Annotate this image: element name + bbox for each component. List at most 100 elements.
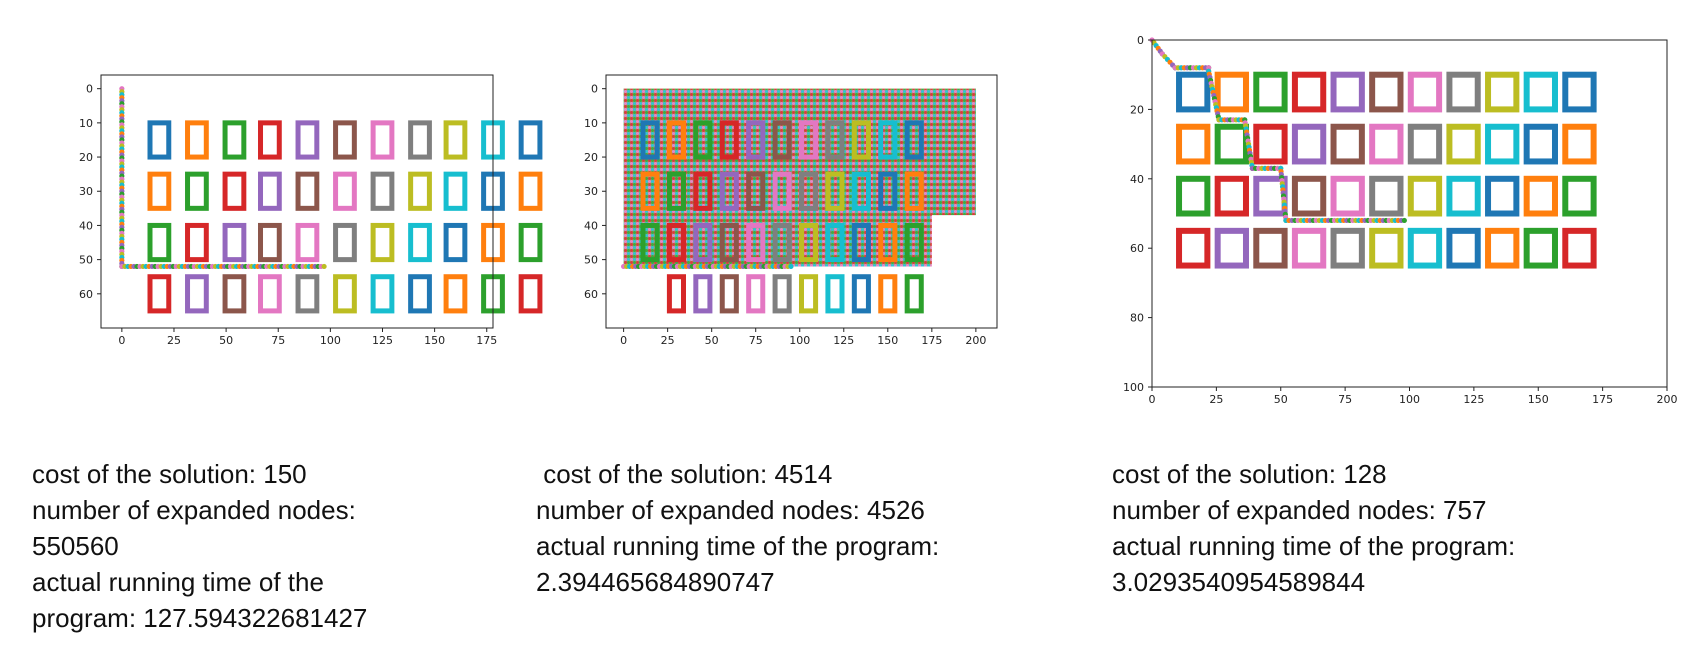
obstacle-box (1176, 175, 1211, 217)
x-tick-label: 200 (1657, 393, 1678, 406)
y-tick-label: 30 (584, 185, 598, 198)
y-tick-label: 40 (79, 219, 93, 232)
result-line: actual running time of the program: (1112, 531, 1516, 561)
x-tick-label: 150 (1528, 393, 1549, 406)
obstacle-box (1446, 123, 1481, 165)
result-line: 2.394465684890747 (536, 567, 775, 597)
obstacle-box (1253, 123, 1288, 165)
x-tick-label: 50 (705, 334, 719, 347)
obstacle-box (185, 222, 209, 263)
obstacle-box (693, 274, 713, 314)
obstacle-box (640, 120, 660, 160)
obstacle-box (1291, 227, 1327, 269)
obstacle-box (185, 120, 209, 160)
obstacle-box (443, 222, 468, 263)
x-tick-label: 25 (167, 334, 181, 347)
obstacle-box (408, 171, 432, 211)
obstacle-box (295, 222, 320, 263)
obstacle-box (1523, 227, 1558, 269)
obstacle-box (1369, 123, 1404, 165)
y-tick-label: 60 (79, 288, 93, 301)
obstacle-box (772, 274, 792, 314)
obstacle-box (825, 171, 845, 211)
x-tick-label: 125 (372, 334, 393, 347)
obstacle-box (147, 120, 172, 160)
obstacle-box (1330, 227, 1365, 269)
obstacle-box (258, 274, 282, 314)
obstacle-box (1369, 175, 1404, 217)
obstacle-box (825, 274, 845, 314)
y-tick-label: 50 (584, 254, 598, 267)
x-tick-label: 100 (320, 334, 341, 347)
x-tick-label: 175 (1592, 393, 1613, 406)
x-tick-label: 75 (271, 334, 285, 347)
result-caption-2: cost of the solution: 4514 number of exp… (536, 456, 939, 600)
obstacle-box (693, 120, 713, 160)
obstacle-box (746, 222, 766, 263)
x-tick-label: 175 (476, 334, 497, 347)
obstacle-box (640, 171, 660, 211)
obstacle-box (1407, 71, 1443, 113)
obstacle-box (1214, 227, 1249, 269)
x-tick-label: 50 (1274, 393, 1288, 406)
obstacle-box (1407, 175, 1443, 217)
obstacle-box (1291, 71, 1327, 113)
y-tick-label: 30 (79, 185, 93, 198)
obstacle-box (370, 222, 395, 263)
x-tick-label: 100 (1399, 393, 1420, 406)
obstacle-box (443, 171, 468, 211)
result-line: 3.0293540954589844 (1112, 567, 1366, 597)
obstacle-box (878, 274, 898, 314)
x-tick-label: 175 (921, 334, 942, 347)
obstacle-box (746, 120, 766, 160)
obstacle-box (222, 222, 247, 263)
obstacle-box (772, 171, 792, 211)
x-tick-label: 150 (877, 334, 898, 347)
obstacle-box (1485, 71, 1520, 113)
obstacle-box (772, 120, 792, 160)
obstacle-box (666, 120, 686, 160)
obstacle-box (370, 120, 395, 160)
chart-3: 0 25 50 75 100 125 150 175 200 0 20 40 60 80 100 (1123, 34, 1678, 406)
obstacle-box (222, 120, 247, 160)
obstacle-box (258, 120, 282, 160)
obstacle-box (1214, 123, 1249, 165)
obstacle-box (147, 171, 172, 211)
obstacle-box (1407, 123, 1443, 165)
obstacle-box (333, 222, 357, 263)
obstacle-box (518, 171, 543, 211)
obstacle-box (878, 171, 898, 211)
x-tick-label: 125 (1463, 393, 1484, 406)
obstacle-box (1562, 175, 1597, 217)
obstacle-box (666, 274, 686, 314)
obstacle-box (666, 171, 686, 211)
obstacle-box (1523, 71, 1558, 113)
y-tick-label: 20 (1130, 103, 1144, 116)
obstacle-box (147, 222, 172, 263)
y-tick-label: 40 (584, 219, 598, 232)
result-line: number of expanded nodes: (32, 495, 356, 525)
y-tick-label: 60 (1130, 242, 1144, 255)
obstacle-box (518, 274, 543, 314)
obstacle-box (746, 274, 766, 314)
y-tick-label: 0 (1137, 34, 1144, 47)
obstacle-box (878, 222, 898, 263)
obstacle-box (443, 274, 468, 314)
x-tick-label: 0 (118, 334, 125, 347)
result-line: number of expanded nodes: 757 (1112, 495, 1487, 525)
path-point (1401, 217, 1407, 224)
obstacle-box (719, 171, 739, 211)
x-tick-label: 150 (424, 334, 445, 347)
obstacle-box (825, 120, 845, 160)
y-tick-label: 0 (591, 83, 598, 96)
obstacle-box (772, 222, 792, 263)
x-tick-label: 25 (661, 334, 675, 347)
obstacle-box (693, 171, 713, 211)
obstacle-box (825, 222, 845, 263)
y-tick-label: 10 (584, 117, 598, 130)
obstacle-box (904, 274, 924, 314)
obstacle-box (851, 171, 871, 211)
obstacle-box (799, 171, 819, 211)
result-caption-1: cost of the solution: 150 number of expa… (32, 456, 367, 636)
